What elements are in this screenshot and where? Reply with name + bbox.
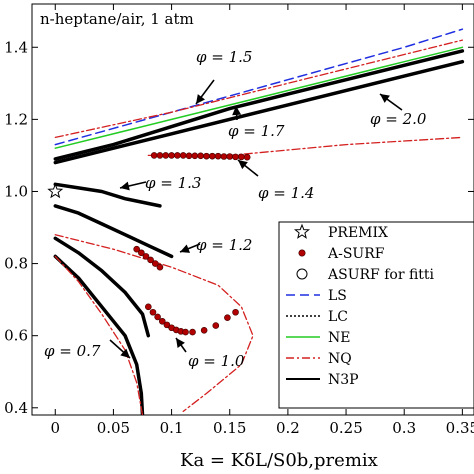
annotation-arrowhead-7 [176, 338, 185, 348]
asurf-point-phi_1.4-0 [150, 152, 158, 159]
legend-marker-1 [298, 249, 306, 257]
legend-box [278, 221, 474, 409]
series-line-phi_1.5-ls-1 [54, 28, 464, 146]
x-axis-label: Ka = KδL/S0b,premix [180, 450, 378, 471]
chart-title: n-heptane/air, 1 atm [40, 10, 194, 28]
asurf-point-phi_1.4-2 [162, 152, 170, 159]
asurf-point-phi_1.2-3 [147, 256, 154, 264]
annotation-arrowhead-2 [380, 94, 390, 103]
premix-point [47, 183, 64, 199]
asurf-point-phi_1.0-1 [149, 308, 157, 316]
asurf-point-phi_1.4-10 [208, 152, 216, 160]
asurf-point-phi_1.0-2 [154, 313, 161, 321]
annotation-label-3: φ = 1.3 [145, 174, 201, 192]
asurf-point-phi_1.4-5 [179, 152, 187, 159]
y-tick-label-4: 1.2 [4, 110, 28, 128]
legend-label-4: LC [328, 309, 348, 325]
y-tick-label-2: 0.8 [4, 255, 28, 273]
legend-label-2: ASURF for fitti [327, 267, 435, 283]
asurf-point-phi_1.4-8 [197, 152, 204, 160]
asurf-point-phi_1.4-4 [174, 152, 181, 159]
asurf-point-phi_1.4-7 [191, 152, 199, 160]
series-line-phi_1.3-n3p-6 [53, 182, 162, 208]
annotation-arrowhead-0 [196, 94, 205, 104]
series-layer [53, 28, 465, 415]
asurf-point-phi_1.4-3 [168, 152, 175, 159]
annotation-layer: φ = 1.5 φ = 1.7 φ = 2.0 φ = 1.3 φ = 1.4 φ = 1… [44, 48, 427, 370]
x-tick-label-2: 0.1 [160, 419, 184, 437]
asurf-point-phi_1.2-5 [156, 263, 164, 271]
legend-marker-2 [296, 268, 308, 280]
asurf-point-phi_1.4-6 [185, 152, 193, 160]
annotation-label-2: φ = 2.0 [370, 110, 427, 128]
legend: PREMIX A-SURF ASURF for fitti LS LC NE NQ N3P [278, 221, 474, 409]
x-tick-label-7: 0.35 [446, 419, 474, 437]
legend-label-5: NE [328, 330, 350, 346]
annotation-label-7: φ = 1.0 [188, 352, 245, 370]
legend-label-1: A-SURF [327, 246, 385, 262]
asurf-point-phi_1.0-4 [163, 321, 171, 329]
series-line-phi_1.4-nq-5 [147, 136, 464, 157]
annotation-arrowhead-6 [120, 348, 130, 358]
annotation-label-5: φ = 1.2 [196, 236, 252, 254]
asurf-point-phi_1.4-14 [232, 153, 239, 161]
annotation-label-4: φ = 1.4 [258, 184, 314, 202]
legend-marker-0 [293, 223, 311, 239]
y-tick-label-1: 0.6 [4, 327, 28, 345]
asurf-point-phi_1.2-0 [133, 245, 140, 253]
axes-layer: 0 0.05 0.1 0.15 0.2 0.25 0.3 0.35 0.4 0.6 0.8 1.0 1.… [4, 4, 474, 437]
legend-label-0: PREMIX [328, 225, 388, 241]
asurf-point-phi_1.0-10 [200, 326, 208, 334]
annotation-label-0: φ = 1.5 [196, 48, 252, 66]
asurf-point-phi_1.2-2 [142, 253, 150, 260]
asurf-point-phi_1.4-12 [220, 153, 228, 160]
asurf-point-phi_1.4-9 [203, 152, 210, 160]
series-line-phi_1.5-nq-3 [54, 39, 464, 139]
annotation-arrowhead-3 [120, 181, 130, 191]
series-line-phi_1.5-ne-2 [54, 46, 464, 149]
x-tick-label-0: 0 [50, 419, 60, 437]
asurf-point-phi_1.4-16 [243, 153, 251, 161]
annotation-label-6: φ = 0.7 [44, 342, 101, 360]
series-line-phi_1.5-n3p-0 [53, 49, 465, 161]
x-tick-label-4: 0.2 [276, 419, 300, 437]
asurf-point-phi_1.0-11 [212, 322, 220, 329]
annotation-arrowhead-5 [180, 244, 191, 253]
annotation-arrowhead-4 [238, 160, 248, 170]
asurf-point-phi_1.4-13 [226, 153, 234, 160]
x-tick-label-6: 0.3 [392, 419, 416, 437]
legend-label-3: LS [328, 288, 347, 304]
legend-label-7: N3P [328, 372, 359, 388]
annotation-arrowhead-1 [232, 106, 242, 116]
asurf-point-phi_1.0-13 [232, 308, 239, 316]
points-layer [47, 152, 251, 336]
series-line-phi_2.0-n3p-4 [53, 59, 465, 165]
asurf-point-phi_1.4-15 [238, 153, 245, 161]
annotation-label-1: φ = 1.7 [228, 122, 285, 140]
series-line-phi_0.7-n3p-10 [53, 254, 145, 415]
y-tick-label-3: 1.0 [4, 182, 28, 200]
legend-label-6: NQ [328, 351, 352, 367]
series-line-phi_0.7-nq-11 [54, 255, 144, 415]
series-line-phi_1.0-nq-9 [54, 234, 254, 413]
asurf-point-phi_1.4-11 [214, 152, 222, 160]
series-line-phi_1.2-n3p-7 [53, 204, 174, 259]
y-tick-label-5: 1.4 [4, 38, 28, 56]
asurf-point-phi_1.2-4 [151, 260, 159, 267]
x-tick-label-3: 0.15 [213, 419, 246, 437]
asurf-point-phi_1.0-12 [224, 314, 231, 321]
asurf-point-phi_1.4-1 [156, 152, 164, 159]
asurf-point-phi_1.0-9 [189, 328, 196, 336]
asurf-point-phi_1.0-3 [158, 317, 166, 325]
asurf-point-phi_1.0-0 [145, 303, 152, 311]
y-tick-label-0: 0.4 [4, 399, 28, 417]
x-tick-label-5: 0.25 [329, 419, 362, 437]
series-line-phi_1.0-n3p-8 [53, 236, 151, 338]
x-tick-label-1: 0.05 [97, 419, 130, 437]
asurf-point-phi_1.0-8 [182, 328, 189, 336]
asurf-point-phi_1.2-1 [138, 249, 145, 257]
